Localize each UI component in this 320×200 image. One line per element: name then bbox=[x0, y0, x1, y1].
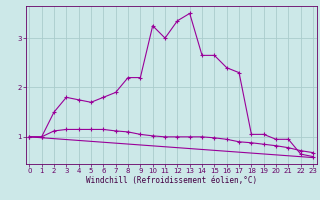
X-axis label: Windchill (Refroidissement éolien,°C): Windchill (Refroidissement éolien,°C) bbox=[86, 176, 257, 185]
